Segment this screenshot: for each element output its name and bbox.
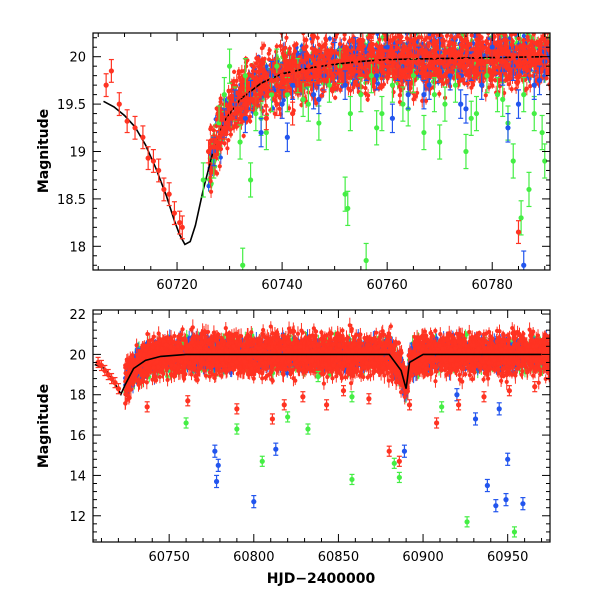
red-cloud-point xyxy=(353,22,357,26)
blue-cloud-point xyxy=(427,33,432,37)
red-cloud-point xyxy=(515,20,519,24)
blue-cloud-point xyxy=(281,97,286,103)
red-cloud-point xyxy=(528,27,532,31)
red-cloud-point xyxy=(237,75,242,80)
blue-cloud-point xyxy=(375,33,380,37)
red-cloud-point xyxy=(274,49,279,54)
red-cloud-point xyxy=(274,44,279,49)
red-cloud-point xyxy=(395,29,399,33)
red-cloud-point xyxy=(250,69,256,74)
red-cloud-point xyxy=(411,97,416,102)
red-cloud-point xyxy=(440,43,445,48)
blue-cloud-point xyxy=(218,155,223,160)
blue-cloud-point xyxy=(264,64,269,69)
red-cloud-point xyxy=(516,27,520,31)
red-cloud-point xyxy=(514,28,518,32)
red-cloud-point xyxy=(461,27,465,31)
red-cloud-point xyxy=(374,42,379,48)
red-cloud-point xyxy=(333,95,338,100)
red-cloud-point xyxy=(338,87,343,93)
red-cloud-point xyxy=(526,22,530,26)
red-cloud-point xyxy=(521,21,525,25)
red-cloud-point xyxy=(404,17,408,21)
red-cloud-point xyxy=(535,26,539,30)
red-cloud-point xyxy=(503,28,507,32)
blue-cloud-point xyxy=(500,25,504,29)
red-cloud-point xyxy=(461,77,466,82)
blue-cloud-point xyxy=(327,36,332,41)
red-cloud-point xyxy=(455,21,459,25)
blue-cloud-point xyxy=(206,184,211,189)
red-cloud-point xyxy=(266,51,271,56)
red-cloud-point xyxy=(536,25,540,29)
red-cloud-point xyxy=(404,36,409,41)
red-cloud-point xyxy=(547,82,550,87)
red-cloud-point xyxy=(247,114,253,119)
red-cloud-point xyxy=(377,37,382,42)
red-cloud-point xyxy=(527,73,532,78)
red-cloud-point xyxy=(302,38,307,43)
red-cloud-point xyxy=(217,164,222,169)
red-cloud-point xyxy=(241,133,246,138)
red-cloud-point xyxy=(448,34,454,39)
top-clip-wrap xyxy=(103,17,550,270)
red-cloud-point xyxy=(337,27,341,31)
red-cloud-point xyxy=(211,128,216,133)
top-dense-cloud xyxy=(206,17,550,198)
